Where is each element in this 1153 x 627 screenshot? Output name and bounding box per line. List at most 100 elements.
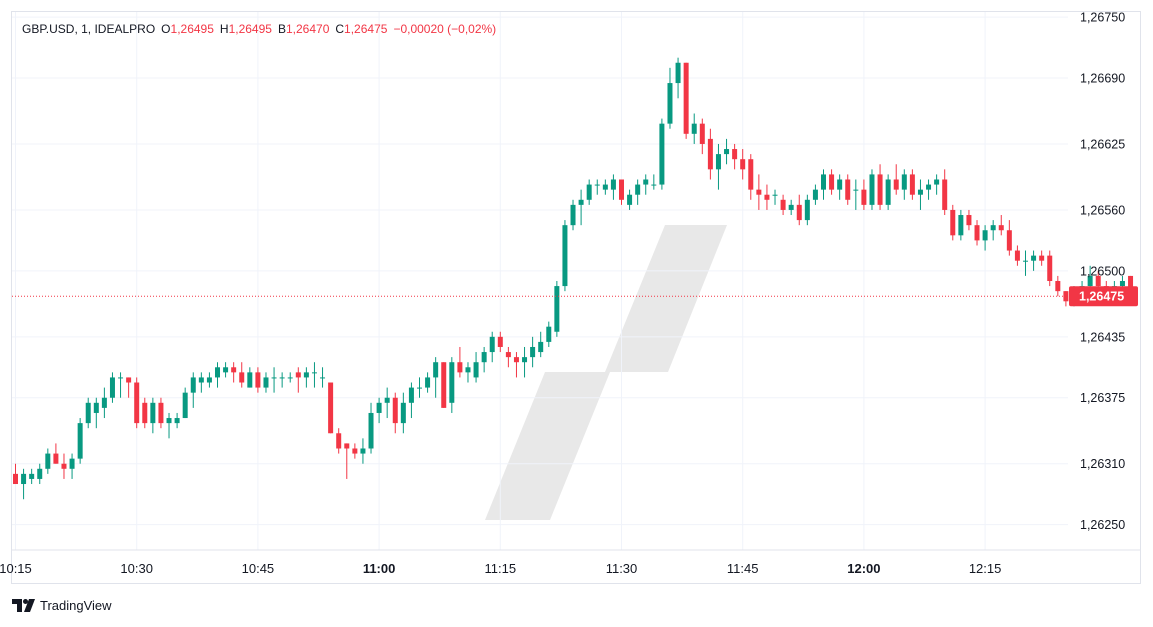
candle [384, 387, 390, 419]
candle [311, 362, 317, 388]
candle-body [950, 209, 956, 236]
brand-name: TradingView [40, 598, 112, 613]
candle [1063, 291, 1069, 307]
candle-body [513, 357, 519, 363]
candle-body [893, 179, 899, 190]
candle-body [635, 184, 641, 195]
candle-body [158, 402, 164, 424]
candle [190, 372, 196, 408]
candle-body [796, 204, 802, 221]
candle-body [756, 189, 762, 195]
symbol-info: GBP.USD, 1, IDEALPRO [22, 22, 156, 36]
candle [829, 169, 835, 195]
candle-body [853, 189, 859, 191]
candle-body [1095, 275, 1101, 287]
candle-body [368, 412, 374, 449]
candle [93, 397, 99, 429]
candle [368, 402, 374, 454]
candle-body [174, 418, 180, 424]
candle-body [748, 159, 754, 190]
candle [1055, 275, 1061, 297]
candle-body [780, 199, 786, 210]
candle-body [1128, 275, 1134, 297]
candle-body [1119, 281, 1125, 287]
candle [1039, 250, 1045, 266]
low-key: B [277, 22, 286, 36]
candle [101, 387, 107, 419]
candle-body [279, 377, 285, 379]
candle-body [578, 199, 584, 205]
candle [142, 397, 148, 429]
candle-body [554, 286, 560, 332]
candle-body [1023, 260, 1028, 262]
candle-body [21, 473, 27, 485]
candle-body [239, 372, 245, 383]
candle [764, 184, 770, 210]
time-tick-label: 11:45 [727, 561, 759, 576]
candle [255, 367, 261, 393]
candle-body [586, 184, 592, 200]
candle [982, 225, 988, 251]
candle [635, 179, 641, 205]
candle [53, 443, 59, 464]
candle-body [715, 154, 721, 170]
candle-body [231, 367, 237, 373]
candle [336, 428, 342, 454]
candle-body [522, 357, 528, 363]
candle [239, 362, 245, 388]
candle-body [1006, 230, 1012, 251]
candle-body [1014, 250, 1020, 261]
candle [796, 194, 802, 226]
candle-body [126, 377, 132, 383]
candle [118, 372, 124, 398]
price-tick-label: 1,26750 [1080, 11, 1125, 25]
candle-body [408, 387, 414, 403]
candle [61, 453, 67, 479]
candle [659, 118, 665, 190]
candle [1014, 245, 1020, 266]
candle [715, 143, 721, 190]
candle-body [958, 215, 964, 236]
candle [481, 346, 487, 373]
candle-body [812, 189, 818, 200]
current-price-label: 1,26475 [1079, 290, 1124, 304]
candle-body [93, 402, 99, 413]
candle-body [901, 174, 907, 190]
candle [206, 372, 212, 388]
tradingview-logo-icon [12, 599, 35, 612]
candle [505, 346, 511, 368]
candle-body [627, 194, 633, 205]
candle [77, 418, 83, 464]
candle [530, 336, 536, 368]
time-axis[interactable]: 10:15 10:30 10:45 11:00 11:15 11:30 11:45 12:00… [0, 549, 1140, 576]
high-key: H [219, 22, 229, 36]
candle-body [917, 189, 923, 195]
candle-body [376, 402, 382, 413]
candle [69, 453, 75, 479]
candle [174, 412, 180, 429]
candle-body [247, 372, 253, 388]
candle [926, 179, 932, 200]
candle-body [441, 362, 447, 408]
tradingview-branding[interactable]: TradingView [12, 598, 112, 613]
candle [231, 362, 237, 383]
price-axis[interactable]: 1,26250 1,26310 1,26375 1,26435 1,26500 1,265… [1080, 11, 1125, 533]
candle [287, 372, 293, 383]
candle-body [352, 448, 358, 454]
candle [13, 463, 18, 485]
candle [473, 352, 479, 383]
candle [408, 382, 414, 419]
candle [554, 281, 560, 337]
low-value: 1,26470 [285, 22, 330, 36]
candle-body [610, 179, 616, 190]
price-tick-label: 1,26625 [1080, 137, 1125, 151]
candle [683, 62, 689, 139]
candle [643, 174, 649, 195]
candle [1006, 220, 1012, 256]
candle [150, 397, 156, 434]
watermark-shape [485, 225, 727, 520]
candle-body [683, 62, 689, 134]
candle-body [481, 352, 487, 363]
candle-body [1031, 255, 1037, 261]
